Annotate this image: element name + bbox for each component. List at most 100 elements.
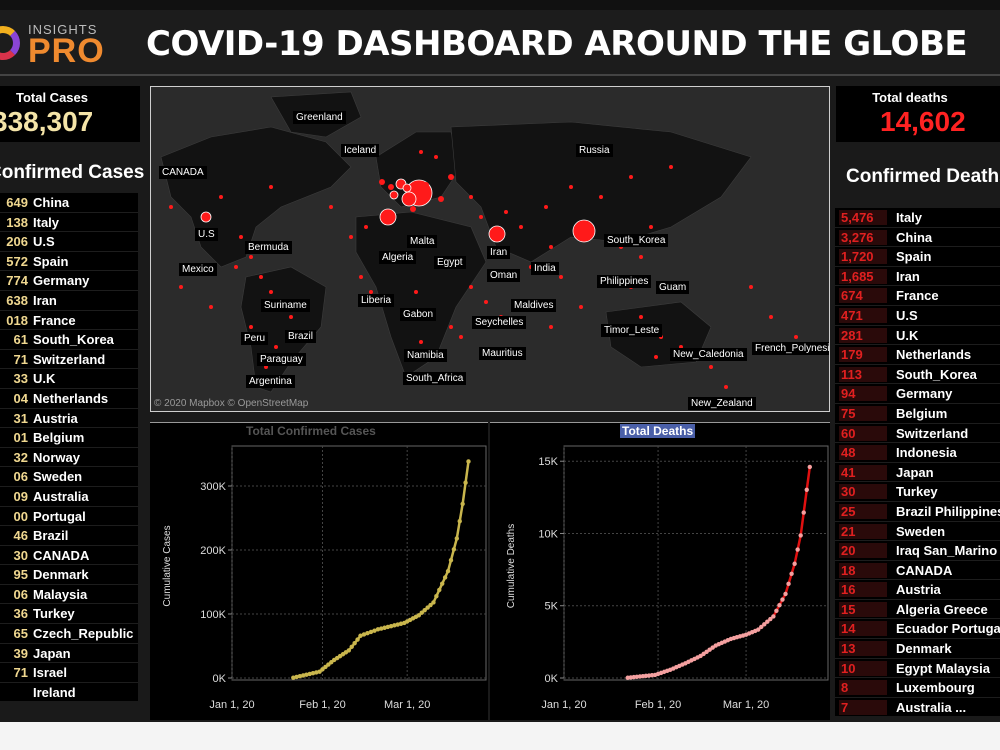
- map-label-timor-leste[interactable]: Timor_Leste: [601, 324, 663, 337]
- deaths-list-row[interactable]: 471 U.S: [835, 306, 1000, 326]
- map-bubble[interactable]: [448, 174, 454, 180]
- map-bubble[interactable]: [639, 315, 643, 319]
- map-bubble[interactable]: [484, 300, 488, 304]
- map-label-suriname[interactable]: Suriname: [261, 299, 310, 312]
- cases-list-row[interactable]: 61 South_Korea: [0, 330, 138, 350]
- cases-list-row[interactable]: 46 Brazil: [0, 526, 138, 546]
- deaths-chart[interactable]: 0K 5K 10K 15K Jan 1, 20 Feb 1, 20 Mar 1, 20 Cum…: [490, 440, 830, 720]
- map-bubble[interactable]: [649, 225, 653, 229]
- deaths-list-row[interactable]: 48 Indonesia: [835, 443, 1000, 463]
- map-bubble[interactable]: [239, 235, 243, 239]
- map-bubble[interactable]: [654, 355, 658, 359]
- map-label-liberia[interactable]: Liberia: [358, 294, 395, 307]
- map-bubble[interactable]: [434, 155, 438, 159]
- cases-list-row[interactable]: 06 Sweden: [0, 467, 138, 487]
- map-bubble[interactable]: [274, 345, 278, 349]
- map-bubble[interactable]: [209, 305, 213, 309]
- cases-list-row[interactable]: 65 Czech_Republic: [0, 624, 138, 644]
- deaths-list-row[interactable]: 674 France: [835, 286, 1000, 306]
- map-bubble[interactable]: [419, 340, 423, 344]
- cases-list-row[interactable]: 09 Australia: [0, 487, 138, 507]
- map-bubble[interactable]: [388, 184, 394, 190]
- deaths-chart-title[interactable]: Total Deaths: [620, 424, 696, 438]
- map-bubble[interactable]: [269, 290, 273, 294]
- deaths-list-row[interactable]: 15 Algeria Greece: [835, 600, 1000, 620]
- map-bubble[interactable]: [369, 290, 373, 294]
- map-bubble[interactable]: [269, 185, 273, 189]
- deaths-list-row[interactable]: 281 U.K: [835, 326, 1000, 346]
- deaths-list-row[interactable]: 20 Iraq San_Marino: [835, 541, 1000, 561]
- map-bubble[interactable]: [544, 205, 548, 209]
- cases-list-row[interactable]: 31 Austria: [0, 409, 138, 429]
- map-label-new-caledonia[interactable]: New_Caledonia: [670, 348, 747, 361]
- deaths-list-row[interactable]: 1,720 Spain: [835, 247, 1000, 267]
- map-bubble[interactable]: [579, 305, 583, 309]
- map-bubble[interactable]: [364, 225, 368, 229]
- map-bubble[interactable]: [559, 275, 563, 279]
- cases-list-row[interactable]: 018 France: [0, 311, 138, 331]
- map-label-mexico[interactable]: Mexico: [179, 263, 217, 276]
- cases-list-row[interactable]: 71 Switzerland: [0, 350, 138, 370]
- map-bubble[interactable]: [234, 265, 238, 269]
- map-bubble[interactable]: [379, 208, 397, 226]
- map-label-paraguay[interactable]: Paraguay: [257, 353, 306, 366]
- deaths-list-row[interactable]: 3,276 China: [835, 228, 1000, 248]
- deaths-list-row[interactable]: 30 Turkey: [835, 482, 1000, 502]
- map-label-namibia[interactable]: Namibia: [404, 349, 447, 362]
- cases-chart[interactable]: 0K 100K 200K 300K Jan 1, 20 Feb 1, 20 Mar 1, 2…: [150, 440, 488, 720]
- map-bubble[interactable]: [629, 175, 633, 179]
- map-label-south-africa[interactable]: South_Africa: [403, 372, 467, 385]
- map-bubble[interactable]: [519, 225, 523, 229]
- deaths-list-row[interactable]: 10 Egypt Malaysia: [835, 659, 1000, 679]
- cases-list-row[interactable]: 04 Netherlands: [0, 389, 138, 409]
- cases-list-row[interactable]: 95 Denmark: [0, 565, 138, 585]
- deaths-list-row[interactable]: 5,476 Italy: [835, 208, 1000, 228]
- cases-list-row[interactable]: 206 U.S: [0, 232, 138, 252]
- map-bubble[interactable]: [479, 215, 483, 219]
- map-label-russia[interactable]: Russia: [576, 144, 613, 157]
- map-bubble[interactable]: [438, 196, 444, 202]
- cases-list-row[interactable]: 06 Malaysia: [0, 585, 138, 605]
- map-bubble[interactable]: [414, 290, 418, 294]
- map-bubble[interactable]: [259, 275, 263, 279]
- map-bubble[interactable]: [219, 195, 223, 199]
- map-label-oman[interactable]: Oman: [487, 269, 521, 282]
- deaths-list-row[interactable]: 16 Austria: [835, 580, 1000, 600]
- map-bubble[interactable]: [709, 365, 713, 369]
- map-label-french-polynesia[interactable]: French_Polynesia: [752, 342, 829, 355]
- map-label-mauritius[interactable]: Mauritius: [479, 347, 526, 360]
- deaths-list-row[interactable]: 25 Brazil Philippines: [835, 502, 1000, 522]
- map-bubble[interactable]: [179, 285, 183, 289]
- map-bubble[interactable]: [264, 365, 268, 369]
- deaths-list-row[interactable]: 41 Japan: [835, 463, 1000, 483]
- cases-list-row[interactable]: 71 Israel: [0, 663, 138, 683]
- map-bubble[interactable]: [469, 195, 473, 199]
- confirmed-cases-list[interactable]: 649 China 138 Italy 206 U.S 572 Spain 774 Germany…: [0, 193, 138, 701]
- map-bubble[interactable]: [449, 325, 453, 329]
- deaths-list-row[interactable]: 7 Australia ...: [835, 698, 1000, 716]
- total-cases-card[interactable]: Total Cases 338,307: [0, 86, 140, 142]
- deaths-list-row[interactable]: 18 CANADA: [835, 561, 1000, 581]
- map-bubble[interactable]: [469, 285, 473, 289]
- map-bubble[interactable]: [569, 185, 573, 189]
- cases-list-row[interactable]: 33 U.K: [0, 369, 138, 389]
- map-label-u.s[interactable]: U.S: [195, 228, 218, 241]
- cases-list-row[interactable]: 32 Norway: [0, 448, 138, 468]
- map-bubble[interactable]: [359, 275, 363, 279]
- cases-list-row[interactable]: 36 Turkey: [0, 604, 138, 625]
- map-label-guam[interactable]: Guam: [656, 281, 690, 294]
- deaths-list-row[interactable]: 8 Luxembourg: [835, 678, 1000, 698]
- map-label-egypt[interactable]: Egypt: [434, 256, 466, 269]
- deaths-list-row[interactable]: 1,685 Iran: [835, 267, 1000, 287]
- map-bubble[interactable]: [549, 245, 553, 249]
- map-bubble[interactable]: [749, 285, 753, 289]
- map-bubble[interactable]: [724, 385, 728, 389]
- map-label-malta[interactable]: Malta: [407, 235, 438, 248]
- cases-list-row[interactable]: 572 Spain: [0, 252, 138, 272]
- cases-list-row[interactable]: 774 Germany: [0, 271, 138, 291]
- deaths-list-row[interactable]: 113 South_Korea: [835, 365, 1000, 385]
- deaths-list-row[interactable]: 14 Ecuador Portugal: [835, 619, 1000, 640]
- confirmed-deaths-list[interactable]: 5,476 Italy 3,276 China 1,720 Spain 1,685 Iran 6…: [835, 208, 1000, 716]
- map-bubble[interactable]: [349, 235, 353, 239]
- map-bubble[interactable]: [249, 325, 253, 329]
